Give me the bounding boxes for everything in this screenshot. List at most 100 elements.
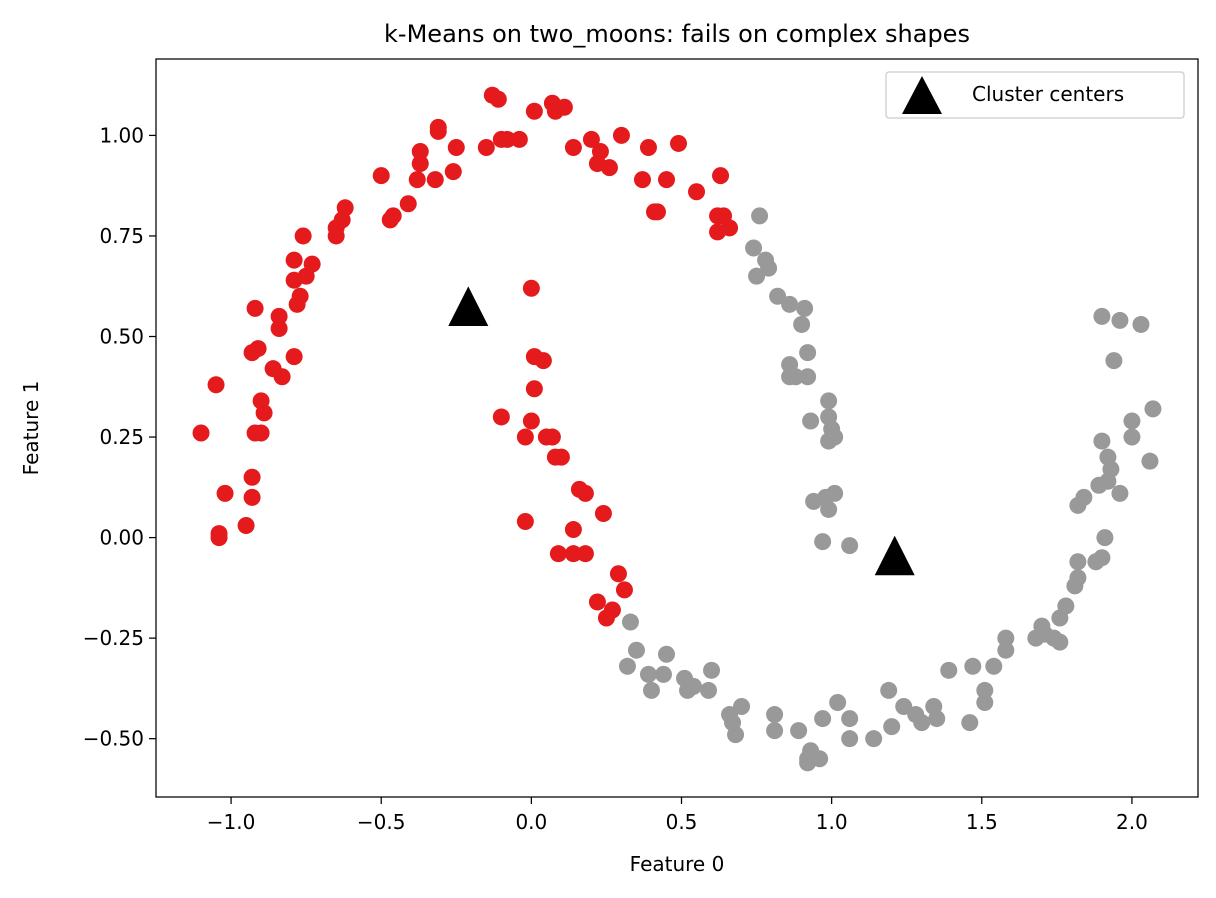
- data-point-cluster-0: [216, 484, 234, 502]
- data-point-cluster-1: [1069, 553, 1087, 571]
- data-point-cluster-1: [1075, 488, 1093, 506]
- data-point-cluster-0: [489, 90, 507, 108]
- data-point-cluster-0: [516, 513, 534, 531]
- data-point-cluster-1: [657, 645, 675, 663]
- data-point-cluster-0: [591, 143, 609, 161]
- data-point-cluster-0: [426, 171, 444, 189]
- data-point-cluster-0: [246, 299, 264, 317]
- data-point-cluster-0: [633, 171, 651, 189]
- y-axis-label: Feature 1: [19, 381, 43, 476]
- data-point-cluster-1: [880, 681, 898, 699]
- data-point-cluster-0: [399, 195, 417, 213]
- data-point-cluster-0: [252, 424, 270, 442]
- data-point-cluster-0: [609, 565, 627, 583]
- y-axis: −0.50 −0.25 0.00 0.25 0.50 0.75 1.00: [83, 123, 156, 751]
- data-point-cluster-0: [252, 392, 270, 410]
- data-point-cluster-0: [498, 130, 516, 148]
- data-point-cluster-1: [1123, 412, 1141, 430]
- data-point-cluster-1: [997, 641, 1015, 659]
- x-tick-label: 1.5: [966, 810, 998, 834]
- data-point-cluster-1: [1144, 400, 1162, 418]
- data-point-cluster-1: [997, 629, 1015, 647]
- data-point-cluster-0: [564, 545, 582, 563]
- data-point-cluster-0: [411, 143, 429, 161]
- data-point-cluster-1: [1111, 484, 1129, 502]
- data-point-cluster-1: [1093, 432, 1111, 450]
- data-point-cluster-0: [639, 138, 657, 156]
- y-tick-label: −0.50: [83, 727, 144, 751]
- data-point-cluster-0: [721, 219, 739, 237]
- data-point-cluster-0: [444, 163, 462, 181]
- data-point-cluster-0: [429, 118, 447, 136]
- data-point-cluster-0: [555, 98, 573, 116]
- data-point-cluster-1: [745, 239, 763, 257]
- y-tick-label: 0.25: [99, 425, 144, 449]
- data-point-cluster-1: [928, 710, 946, 728]
- data-point-cluster-1: [802, 412, 820, 430]
- y-tick-label: 1.00: [99, 123, 144, 147]
- x-axis: −1.0 −0.5 0.0 0.5 1.0 1.5 2.0: [207, 797, 1148, 834]
- data-point-cluster-1: [1093, 307, 1111, 325]
- data-point-cluster-0: [582, 130, 600, 148]
- data-point-cluster-1: [940, 661, 958, 679]
- data-point-cluster-1: [766, 706, 784, 724]
- y-tick-label: 0.50: [99, 325, 144, 349]
- data-point-cluster-0: [447, 138, 465, 156]
- data-point-cluster-1: [769, 287, 787, 305]
- data-point-cluster-1: [727, 726, 745, 744]
- legend-marker-triangle-icon: [902, 76, 942, 114]
- x-tick-label: 1.0: [816, 810, 848, 834]
- data-point-cluster-0: [336, 199, 354, 217]
- data-point-cluster-1: [703, 661, 721, 679]
- data-point-cluster-1: [976, 681, 994, 699]
- data-point-cluster-1: [1123, 428, 1141, 446]
- data-point-cluster-1: [621, 613, 639, 631]
- data-point-cluster-0: [270, 307, 288, 325]
- data-point-cluster-1: [796, 299, 814, 317]
- data-point-cluster-0: [712, 167, 730, 185]
- x-axis-label: Feature 0: [630, 852, 725, 876]
- data-point-cluster-1: [1093, 549, 1111, 567]
- y-tick-label: −0.25: [83, 626, 144, 650]
- data-point-cluster-0: [564, 521, 582, 539]
- legend-box: [885, 71, 1185, 119]
- data-point-cluster-1: [1099, 448, 1117, 466]
- legend: Cluster centers: [885, 71, 1185, 119]
- data-point-cluster-0: [249, 340, 267, 358]
- centers-layer: [448, 286, 915, 576]
- data-point-cluster-0: [522, 412, 540, 430]
- data-point-cluster-1: [799, 368, 817, 386]
- data-point-cluster-0: [670, 134, 688, 152]
- data-point-cluster-1: [1111, 311, 1129, 329]
- data-point-cluster-1: [700, 681, 718, 699]
- data-point-cluster-1: [865, 730, 883, 748]
- data-point-cluster-0: [477, 138, 495, 156]
- y-tick-label: 0.75: [99, 224, 144, 248]
- data-point-cluster-0: [612, 126, 630, 144]
- data-point-cluster-1: [820, 432, 838, 450]
- data-point-cluster-1: [799, 754, 817, 772]
- data-point-cluster-0: [588, 593, 606, 611]
- data-point-cluster-0: [270, 319, 288, 337]
- data-point-cluster-0: [294, 227, 312, 245]
- x-tick-label: 2.0: [1116, 810, 1148, 834]
- data-point-cluster-1: [1132, 315, 1150, 333]
- data-point-cluster-1: [1069, 569, 1087, 587]
- data-point-cluster-1: [829, 693, 847, 711]
- x-tick-label: −1.0: [207, 810, 256, 834]
- data-point-cluster-0: [207, 376, 225, 394]
- data-point-cluster-1: [1105, 352, 1123, 370]
- data-point-cluster-1: [841, 730, 859, 748]
- data-point-cluster-1: [1051, 633, 1069, 651]
- data-point-cluster-1: [654, 665, 672, 683]
- x-tick-label: −0.5: [357, 810, 406, 834]
- data-point-cluster-0: [285, 348, 303, 366]
- data-point-cluster-0: [510, 130, 528, 148]
- data-point-cluster-1: [841, 710, 859, 728]
- data-point-cluster-1: [618, 657, 636, 675]
- data-point-cluster-0: [210, 529, 228, 547]
- data-point-cluster-0: [384, 207, 402, 225]
- data-point-cluster-0: [243, 488, 261, 506]
